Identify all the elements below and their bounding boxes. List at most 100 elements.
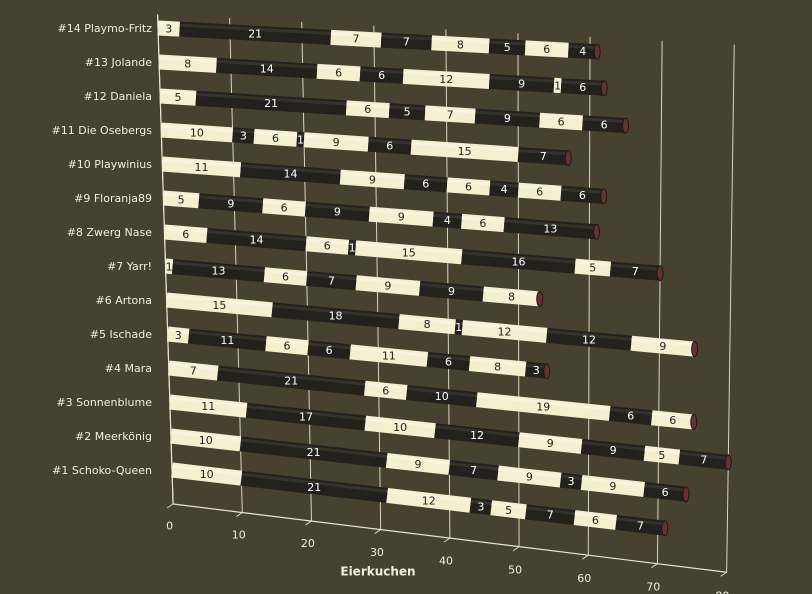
- data-label: 9: [547, 437, 554, 450]
- bar-highlight: [262, 200, 306, 207]
- x-axis-line: [173, 503, 727, 573]
- bar-segment: [163, 224, 208, 244]
- category-label: #13 Jolande: [85, 56, 152, 69]
- x-tick-label: 10: [232, 528, 246, 541]
- data-label: 6: [479, 217, 486, 230]
- bar-highlight: [246, 404, 366, 421]
- data-label: 1: [297, 134, 304, 147]
- bar-end-cap: [592, 223, 600, 240]
- bar-highlight: [461, 215, 505, 223]
- data-label: 1: [166, 260, 173, 273]
- data-label: 7: [353, 33, 360, 46]
- bar-segment: [419, 280, 484, 302]
- bar-highlight: [470, 499, 492, 506]
- bar-highlight: [365, 417, 436, 429]
- data-label: 12: [498, 325, 512, 338]
- bar-segment: [245, 402, 367, 431]
- bar-highlight: [679, 451, 729, 460]
- bar-segment: [574, 258, 612, 277]
- data-label: 6: [272, 132, 279, 145]
- bar-segment: [253, 128, 298, 147]
- bar-segment: [488, 38, 526, 56]
- data-label: 13: [543, 222, 557, 235]
- data-label: 9: [659, 340, 666, 353]
- bar-highlight: [469, 358, 526, 367]
- bar-segment: [158, 54, 217, 73]
- data-label: 6: [386, 140, 393, 153]
- data-label: 5: [505, 504, 512, 517]
- bar-segment: [385, 452, 451, 475]
- bar-segment: [240, 470, 389, 503]
- x-tick-label: 60: [577, 572, 591, 585]
- bar-segment: [359, 66, 404, 84]
- data-label: 1: [349, 242, 356, 255]
- bar-highlight: [163, 192, 200, 199]
- bar-highlight: [489, 75, 555, 83]
- bar-highlight: [206, 230, 307, 242]
- data-label: 6: [662, 486, 669, 499]
- bar-segment: [426, 351, 471, 372]
- data-label: 7: [470, 464, 477, 477]
- bar-segment: [306, 270, 357, 291]
- bar-segment: [240, 162, 341, 185]
- bar-highlight: [461, 251, 576, 264]
- data-label: 6: [558, 116, 565, 129]
- data-label: 6: [627, 410, 634, 423]
- bar-segment: [161, 156, 242, 178]
- data-label: 5: [589, 262, 596, 275]
- bar-segment: [609, 261, 661, 281]
- bar-segment: [195, 90, 347, 116]
- data-label: 12: [470, 429, 484, 442]
- data-label: 6: [445, 356, 452, 369]
- bar-segment: [468, 356, 527, 377]
- data-label: 1: [554, 79, 561, 92]
- data-label: 6: [592, 514, 599, 527]
- data-label: 11: [201, 400, 215, 413]
- bar-segment: [171, 462, 243, 486]
- data-label: 9: [398, 211, 405, 224]
- bar-end-cap: [600, 80, 608, 97]
- grid-line: [656, 40, 663, 564]
- data-label: 11: [382, 350, 396, 363]
- data-label: 8: [184, 58, 191, 71]
- bar-highlight: [158, 56, 217, 63]
- data-label: 6: [669, 414, 676, 427]
- bar-segment: [643, 445, 681, 465]
- bar-end-cap: [622, 117, 630, 134]
- data-label: 9: [334, 206, 341, 219]
- data-label: 6: [182, 228, 189, 241]
- data-label: 3: [533, 364, 540, 377]
- bar-highlight: [431, 37, 490, 44]
- bar-highlight: [525, 363, 547, 369]
- bar-segment: [539, 112, 584, 131]
- bar-segment: [364, 380, 408, 400]
- bar-segment: [263, 267, 308, 286]
- bar-segment: [271, 302, 400, 330]
- bar-highlight: [168, 362, 218, 371]
- bar-segment: [469, 497, 493, 516]
- bar-highlight: [303, 134, 369, 142]
- bar-highlight: [360, 68, 404, 74]
- data-label: 15: [212, 299, 226, 312]
- bar-highlight: [560, 187, 604, 194]
- data-label: 8: [494, 360, 501, 373]
- bar-segment: [303, 132, 369, 152]
- bar-highlight: [406, 387, 477, 398]
- bar-segment: [560, 78, 605, 96]
- bar-segment: [609, 405, 653, 426]
- data-label: 18: [329, 310, 343, 323]
- bar-segment: [198, 193, 264, 214]
- bar-highlight: [582, 117, 626, 124]
- x-axis-label: Eierkuchen: [340, 565, 415, 579]
- bar-segment: [265, 336, 309, 356]
- bar-segment: [582, 115, 627, 134]
- bar-segment: [347, 239, 357, 256]
- bar-highlight: [424, 107, 476, 114]
- bar-segment: [573, 510, 618, 530]
- bar-segment: [517, 146, 569, 166]
- data-label: 21: [307, 481, 321, 494]
- bar-segment: [518, 432, 583, 454]
- data-label: 5: [404, 106, 411, 119]
- category-label: #14 Playmo-Fritz: [58, 22, 153, 35]
